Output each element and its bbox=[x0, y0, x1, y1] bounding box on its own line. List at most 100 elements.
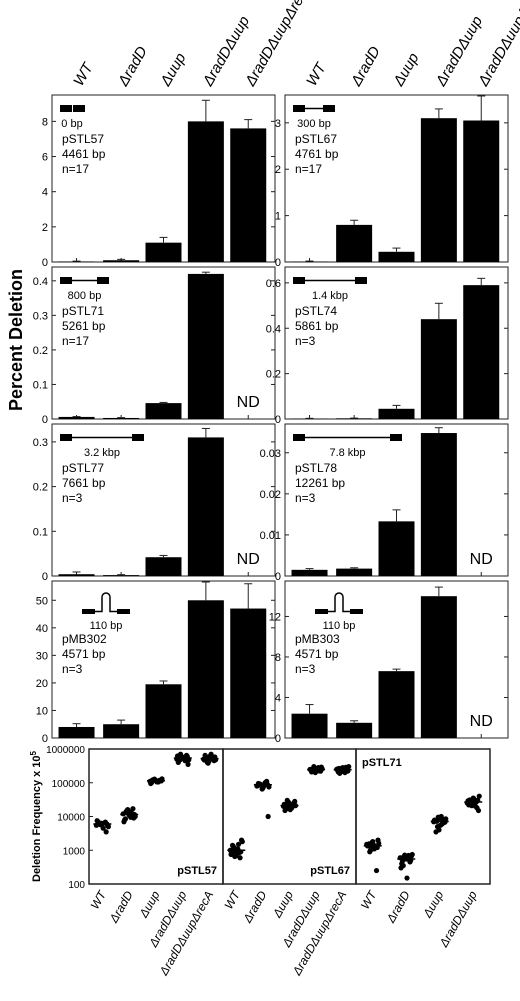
bar-pstl74-3 bbox=[421, 319, 457, 419]
bar-pstl57-1 bbox=[103, 260, 139, 262]
x-category-label: ΔradD bbox=[240, 888, 270, 926]
data-point bbox=[232, 854, 237, 859]
bar-pmb303-3 bbox=[421, 596, 457, 738]
bar-pstl77-3 bbox=[188, 437, 224, 576]
y-tick-label: 10 bbox=[36, 705, 48, 717]
data-point bbox=[477, 794, 482, 799]
y-tick-label: 40 bbox=[36, 623, 48, 635]
plasmid-info-line: pMB302 bbox=[62, 632, 107, 646]
bar-pmb302-3 bbox=[188, 600, 224, 738]
bar-pstl77-2 bbox=[146, 557, 182, 576]
data-point bbox=[206, 761, 211, 766]
y-tick-label: 0.4 bbox=[33, 276, 48, 288]
bar-pmb303-0 bbox=[292, 714, 328, 738]
bar-pstl78-2 bbox=[379, 521, 415, 576]
not-determined-label: ND bbox=[237, 394, 260, 411]
data-point bbox=[185, 762, 190, 767]
panel-plasmid-label: pSTL67 bbox=[310, 865, 350, 877]
plasmid-info-line: 12261 bp bbox=[295, 476, 345, 490]
plasmid-info-line: n=17 bbox=[62, 162, 89, 176]
schematic-block-left bbox=[60, 434, 72, 441]
y-tick-label: 0.1 bbox=[33, 379, 48, 391]
insert-size-label: 3.2 kbp bbox=[84, 447, 120, 459]
schematic-block-right bbox=[73, 105, 85, 112]
bar-pstl67-4 bbox=[463, 121, 499, 262]
y-tick-label: 0 bbox=[42, 571, 48, 583]
x-category-label: Δuup bbox=[269, 888, 296, 920]
plasmid-info-line: n=17 bbox=[295, 162, 322, 176]
y-tick-label: 8 bbox=[275, 652, 281, 664]
plasmid-info-line: 4571 bp bbox=[62, 647, 106, 661]
y-axis-label-text: Deletion Frequency x 10 bbox=[31, 755, 43, 882]
y-tick-label: 0 bbox=[275, 733, 281, 745]
y-tick-label: 0 bbox=[275, 257, 281, 269]
plasmid-info-line: n=3 bbox=[295, 662, 316, 676]
schematic-block-left bbox=[60, 277, 72, 284]
column-header-1-2: Δuup bbox=[390, 50, 423, 90]
bar-pstl71-3 bbox=[188, 274, 224, 419]
hairpin-schematic bbox=[95, 593, 117, 612]
y-tick-label: 0 bbox=[275, 571, 281, 583]
schematic-block-left bbox=[60, 105, 72, 112]
plasmid-info-line: pSTL74 bbox=[295, 304, 337, 318]
data-point bbox=[398, 865, 403, 870]
plasmid-info-line: 4761 bp bbox=[295, 147, 339, 161]
x-category-label: ΔradD bbox=[383, 888, 413, 926]
data-point bbox=[257, 781, 262, 786]
bar-pstl57-2 bbox=[146, 243, 182, 262]
x-category-label: WT bbox=[88, 887, 110, 912]
insert-size-label: 1.4 kbp bbox=[312, 290, 348, 302]
plasmid-info-line: pSTL77 bbox=[62, 461, 104, 475]
y-tick-label: 0.2 bbox=[33, 482, 48, 494]
bar-pmb302-0 bbox=[59, 727, 95, 738]
y-axis-label-superscript: 5 bbox=[29, 750, 38, 755]
insert-size-label: 110 bp bbox=[90, 620, 123, 632]
data-point bbox=[438, 823, 443, 828]
bar-pstl67-1 bbox=[336, 225, 372, 262]
y-tick-label: 3 bbox=[275, 118, 281, 130]
y-tick-label: 0 bbox=[42, 733, 48, 745]
y-tick-label: 50 bbox=[36, 595, 48, 607]
bar-pstl77-1 bbox=[103, 575, 139, 576]
insert-size-label: 800 bp bbox=[68, 290, 102, 302]
schematic-block-right bbox=[350, 609, 363, 614]
log-y-tick-label: 100 bbox=[68, 880, 85, 891]
plasmid-info-line: pMB303 bbox=[295, 632, 340, 646]
y-tick-label: 12 bbox=[269, 611, 281, 623]
panel-frame bbox=[89, 749, 223, 884]
data-point bbox=[239, 837, 244, 842]
y-tick-label: 0.6 bbox=[266, 278, 281, 290]
log-y-tick-label: 10000 bbox=[57, 813, 85, 824]
y-tick-label: 1 bbox=[275, 211, 281, 223]
y-tick-label: 0 bbox=[42, 414, 48, 426]
data-point bbox=[375, 837, 380, 842]
not-determined-label: ND bbox=[237, 551, 260, 568]
plasmid-info-line: n=3 bbox=[62, 662, 83, 676]
bar-pmb303-1 bbox=[336, 723, 372, 738]
bar-pstl57-4 bbox=[230, 128, 266, 262]
y-tick-label: 8 bbox=[42, 116, 48, 128]
y-tick-label: 0 bbox=[42, 257, 48, 269]
insert-size-label: 110 bp bbox=[323, 620, 356, 632]
schematic-block-right bbox=[97, 277, 109, 284]
bar-pmb302-1 bbox=[103, 724, 139, 738]
log-y-tick-label: 1000000 bbox=[46, 745, 85, 756]
x-category-label: WT bbox=[221, 887, 243, 912]
data-point bbox=[402, 852, 407, 857]
deletion-frequency-chart: Deletion Frequency x 1051001000100001000… bbox=[29, 745, 490, 979]
y-axis-label-deletion-frequency: Deletion Frequency x 105 bbox=[29, 750, 43, 882]
y-tick-label: 0.03 bbox=[260, 448, 281, 460]
y-tick-label: 0.02 bbox=[260, 489, 281, 501]
column-header-0-1: ΔradD bbox=[114, 43, 151, 89]
bar-pmb302-2 bbox=[146, 684, 182, 738]
bar-pstl71-1 bbox=[103, 418, 139, 419]
y-tick-label: 0.3 bbox=[33, 310, 48, 322]
